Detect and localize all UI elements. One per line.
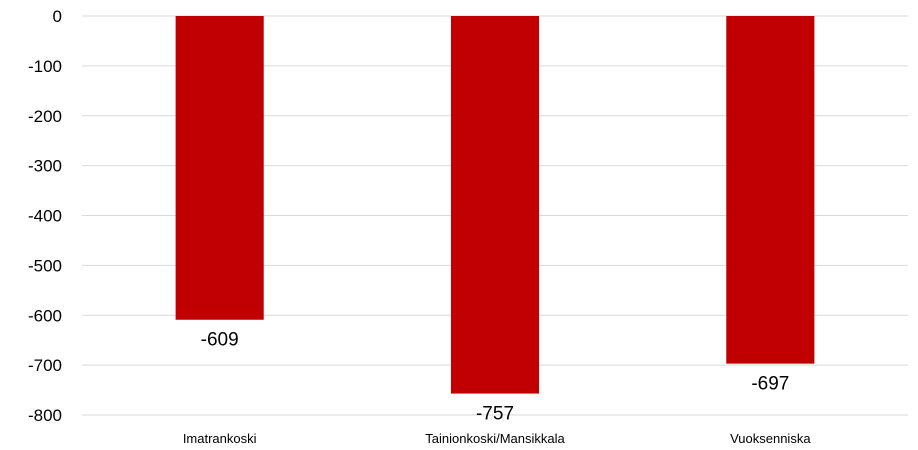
x-tick-label-0: Imatrankoski bbox=[183, 431, 257, 446]
bar-2 bbox=[726, 16, 815, 364]
x-tick-label-1: Tainionkoski/Mansikkala bbox=[425, 431, 565, 446]
data-label-0: -609 bbox=[201, 330, 239, 351]
x-axis-ticks: Imatrankoski Tainionkoski/Mansikkala Vuoks… bbox=[183, 431, 812, 446]
y-tick-label: -400 bbox=[28, 207, 62, 226]
y-tick-label: -600 bbox=[28, 306, 62, 325]
y-tick-label: -300 bbox=[28, 157, 62, 176]
data-label-1: -757 bbox=[476, 404, 514, 425]
y-tick-label: -100 bbox=[28, 57, 62, 76]
data-labels: -609 -757 -697 bbox=[201, 330, 790, 425]
y-tick-label: -700 bbox=[28, 356, 62, 375]
y-axis-ticks: 0 -100 -200 -300 -400 -500 -600 -700 -800 bbox=[28, 7, 62, 425]
data-label-2: -697 bbox=[751, 374, 789, 395]
y-tick-label: -200 bbox=[28, 107, 62, 126]
bar-1 bbox=[450, 16, 540, 394]
y-tick-label: -500 bbox=[28, 256, 62, 275]
y-tick-label: 0 bbox=[53, 7, 62, 26]
x-tick-label-2: Vuoksenniska bbox=[730, 431, 811, 446]
y-tick-label: -800 bbox=[28, 406, 62, 425]
bars bbox=[175, 16, 815, 394]
bar-0 bbox=[175, 16, 264, 320]
